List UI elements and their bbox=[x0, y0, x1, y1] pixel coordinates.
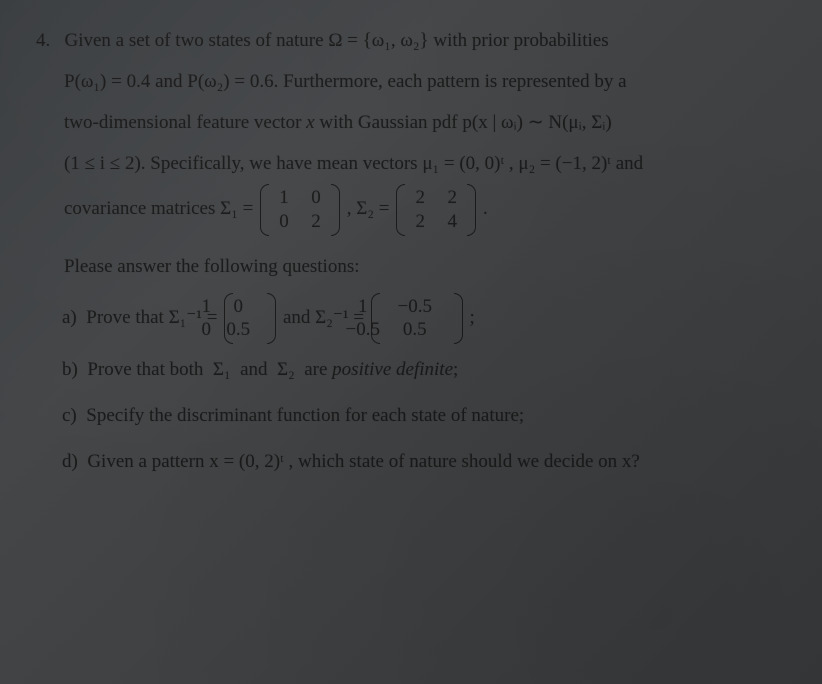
inv2-r1c2: −0.5 bbox=[403, 295, 455, 319]
inv2-r2c1: −0.5 bbox=[351, 318, 403, 342]
part-b-label: b) bbox=[62, 359, 78, 380]
part-a-label: a) bbox=[62, 307, 77, 328]
inv1-r1c1: 1 bbox=[204, 295, 236, 319]
part-d: d) Given a pattern x = (0, 2)ᵗ , which s… bbox=[36, 444, 792, 480]
stem-text-4a: (1 ≤ i ≤ 2). Specifically, we have mean … bbox=[64, 153, 422, 174]
part-a-text-c: ; bbox=[470, 307, 475, 328]
stem-text-5c: . bbox=[483, 198, 488, 219]
part-a: a) Prove that Σ₁⁻¹ = 10 00.5 and Σ₂⁻¹ = … bbox=[36, 295, 792, 343]
inv1-r2c2: 0.5 bbox=[236, 318, 268, 342]
sigma1-matrix: 10 02 bbox=[260, 186, 340, 234]
sigma2-r2c2: 4 bbox=[436, 210, 468, 234]
sigma2-r1c2: 2 bbox=[436, 186, 468, 210]
stem-text-1a: Given a set of two states of nature bbox=[65, 30, 329, 51]
gaussian-pdf: p(x | ωᵢ) ∼ N(μᵢ, Σᵢ) bbox=[462, 112, 611, 133]
inv1-r2c1: 0 bbox=[204, 318, 236, 342]
sigma1-inv-matrix: 10 00.5 bbox=[224, 295, 276, 343]
part-b-text: Prove that both Σ₁ and Σ₂ are positive d… bbox=[87, 359, 458, 380]
sigma1-label: Σ₁ = bbox=[220, 198, 258, 219]
problem-number: 4. bbox=[36, 30, 50, 51]
problem-page: 4. Given a set of two states of nature Ω… bbox=[0, 0, 822, 501]
part-c-label: c) bbox=[62, 405, 77, 426]
problem-stem-line4: (1 ≤ i ≤ 2). Specifically, we have mean … bbox=[36, 145, 792, 182]
sigma2-r1c1: 2 bbox=[404, 186, 436, 210]
part-b: b) Prove that both Σ₁ and Σ₂ are positiv… bbox=[36, 352, 792, 388]
part-d-text-b: , which state of nature should we decide… bbox=[288, 451, 639, 472]
sigma2-r2c1: 2 bbox=[404, 210, 436, 234]
positive-definite-phrase: positive definite bbox=[332, 359, 453, 380]
instructions: Please answer the following questions: bbox=[36, 248, 792, 285]
stem-text-4c: and bbox=[616, 153, 643, 174]
sigma1-r1c1: 1 bbox=[268, 186, 300, 210]
inv1-r1c2: 0 bbox=[236, 295, 268, 319]
vector-x: x bbox=[306, 112, 314, 133]
part-d-label: d) bbox=[62, 451, 78, 472]
stem-text-3b: with Gaussian pdf bbox=[319, 112, 462, 133]
stem-text-1b: with prior probabilities bbox=[433, 30, 608, 51]
inv2-r1c1: 1 bbox=[351, 295, 403, 319]
inv2-r2c2: 0.5 bbox=[403, 318, 455, 342]
problem-stem-line5: covariance matrices Σ₁ = 10 02 , Σ₂ = 22… bbox=[36, 186, 792, 234]
problem-stem-line2: P(ω₁) = 0.4 and P(ω₂) = 0.6. Furthermore… bbox=[36, 63, 792, 100]
stem-text-5b: , bbox=[347, 198, 357, 219]
part-a-text-b: and bbox=[283, 307, 315, 328]
part-d-text-a: Given a pattern bbox=[87, 451, 209, 472]
stem-text-3a: two-dimensional feature vector bbox=[64, 112, 306, 133]
omega-set: Ω = {ω₁, ω₂} bbox=[328, 30, 428, 51]
stem-text-2: P(ω₁) = 0.4 and P(ω₂) = 0.6. Furthermore… bbox=[64, 71, 627, 92]
problem-stem-line1: 4. Given a set of two states of nature Ω… bbox=[36, 22, 792, 59]
mu2: μ₂ = (−1, 2)ᵗ bbox=[518, 153, 611, 174]
sigma2-matrix: 22 24 bbox=[396, 186, 476, 234]
sigma1-r2c2: 2 bbox=[300, 210, 332, 234]
sigma2-label: Σ₂ = bbox=[356, 198, 394, 219]
part-c-text: Specify the discriminant function for ea… bbox=[86, 405, 524, 426]
stem-text-4b: , bbox=[509, 153, 519, 174]
sigma1-r2c1: 0 bbox=[268, 210, 300, 234]
sigma1-r1c2: 0 bbox=[300, 186, 332, 210]
sigma2-inv-matrix: 1−0.5 −0.50.5 bbox=[371, 295, 463, 343]
part-c: c) Specify the discriminant function for… bbox=[36, 398, 792, 434]
problem-stem-line3: two-dimensional feature vector x with Ga… bbox=[36, 104, 792, 141]
stem-text-5a: covariance matrices bbox=[64, 198, 220, 219]
pattern-x: x = (0, 2)ᵗ bbox=[209, 451, 284, 472]
part-a-text-a: Prove that bbox=[86, 307, 168, 328]
mu1: μ₁ = (0, 0)ᵗ bbox=[422, 153, 504, 174]
